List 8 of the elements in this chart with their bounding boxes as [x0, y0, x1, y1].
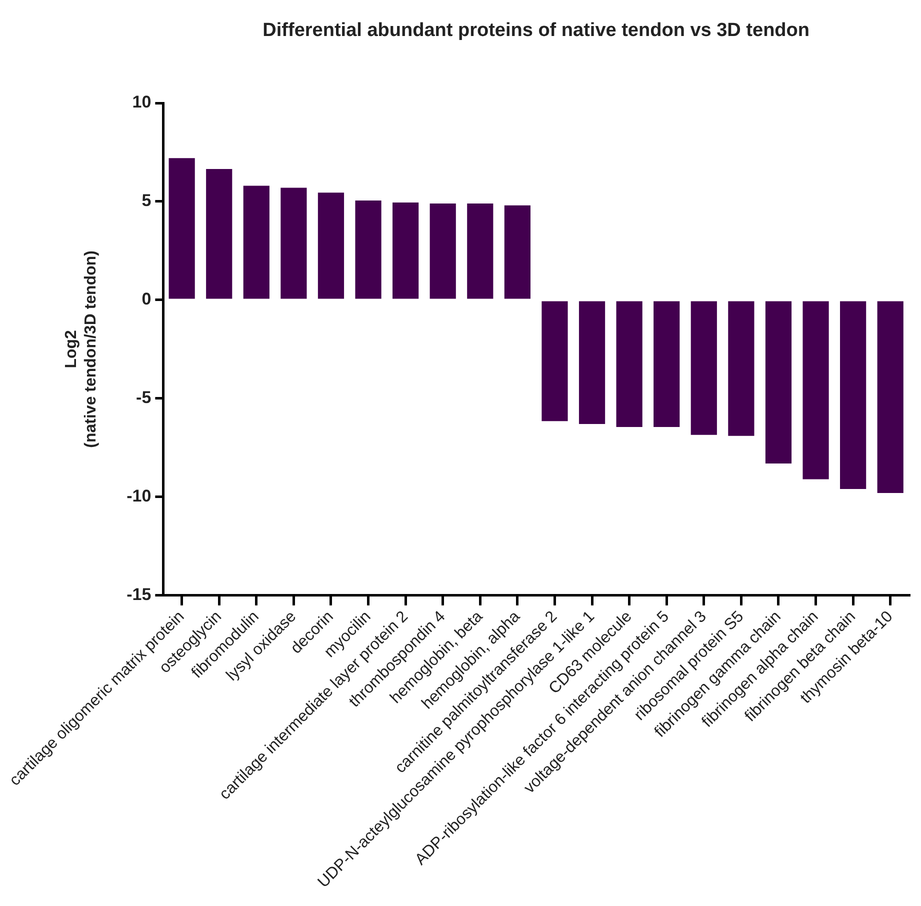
y-axis-title: Log2 (native tendon/3D tendon): [63, 250, 100, 448]
y-tick-label: -15: [126, 585, 152, 604]
chart-title: Differential abundant proteins of native tendon vs 3D tendon: [262, 20, 810, 41]
y-tick-label: 10: [132, 92, 152, 112]
y-tick-label: 0: [142, 290, 152, 309]
y-tick-label: -10: [126, 486, 152, 506]
y-tick-label: -5: [136, 388, 152, 408]
y-tick-label: 5: [142, 191, 152, 210]
